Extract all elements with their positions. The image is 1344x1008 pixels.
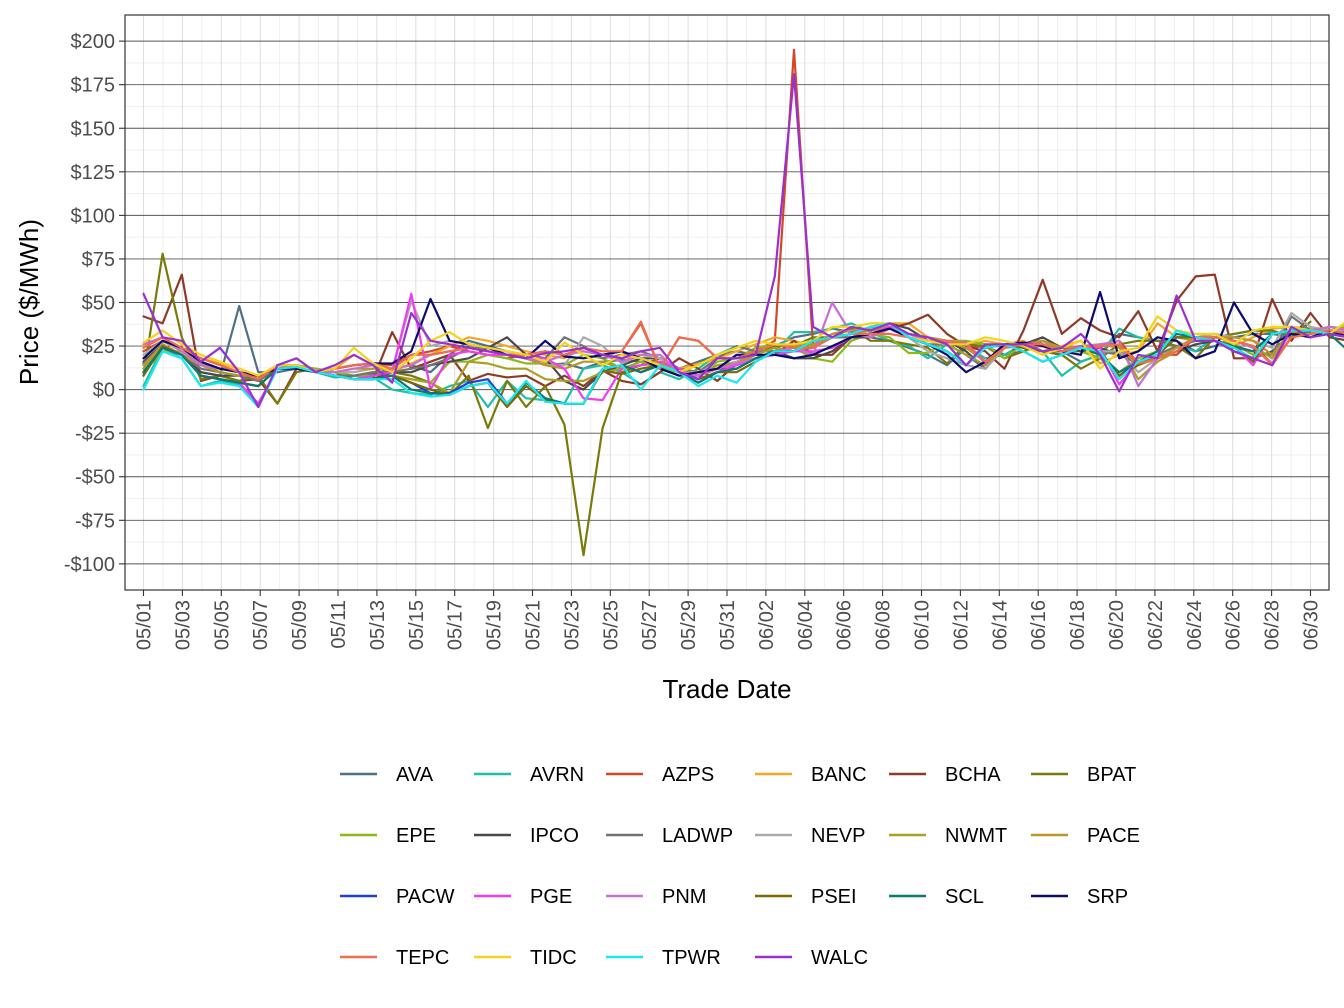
y-tick-label: -$50	[75, 467, 115, 489]
legend: AVA AVRN AZPS BANC BCHA BPAT EPE IPCO LADWP NEVP N…	[340, 764, 1140, 969]
x-tick-label: 05/11	[328, 600, 350, 649]
series-line-tidc	[142, 315, 1344, 377]
x-tick-label: 05/21	[523, 600, 545, 650]
x-tick-label: 06/22	[1145, 600, 1167, 650]
x-tick-label: 06/08	[873, 600, 895, 650]
y-tick-label: $200	[71, 31, 116, 53]
y-tick-label: $75	[82, 249, 115, 271]
legend-label-bcha: BCHA	[945, 764, 1001, 786]
x-tick-label: 06/30	[1301, 600, 1323, 650]
x-tick-label: 05/07	[250, 600, 272, 650]
legend-label-pnm: PNM	[662, 886, 706, 908]
y-tick-label: $125	[71, 162, 116, 184]
x-tick-label: 05/15	[406, 600, 428, 650]
x-tick-label: 06/04	[795, 600, 817, 650]
legend-label-nwmt: NWMT	[945, 825, 1007, 847]
legend-label-ladwp: LADWP	[662, 825, 733, 847]
y-tick-label: $150	[71, 118, 116, 140]
x-tick-label: 05/19	[484, 600, 506, 650]
legend-label-psei: PSEI	[811, 886, 857, 908]
x-tick-label: 05/09	[289, 600, 311, 650]
y-tick-label: $50	[82, 293, 115, 315]
x-tick-label: 06/14	[989, 600, 1011, 650]
legend-label-pace: PACE	[1087, 825, 1140, 847]
y-tick-label: $100	[71, 205, 116, 227]
legend-label-ava: AVA	[396, 764, 434, 786]
legend-label-scl: SCL	[945, 886, 984, 908]
legend-label-walc: WALC	[811, 947, 868, 969]
y-tick-label: -$100	[64, 554, 115, 576]
legend-label-tidc: TIDC	[530, 947, 577, 969]
legend-label-bpat: BPAT	[1087, 764, 1136, 786]
y-tick-label: $0	[93, 380, 115, 402]
x-tick-label: 05/31	[717, 600, 739, 650]
legend-label-epe: EPE	[396, 825, 436, 847]
x-tick-label: 06/02	[756, 600, 778, 650]
x-tick-label: 06/26	[1223, 600, 1245, 650]
x-tick-label: 06/18	[1067, 600, 1089, 650]
y-axis: -$100 -$75 -$50 -$25 $0 $25 $50 $75 $100 $125 $150…	[64, 31, 125, 576]
x-axis-title: Trade Date	[662, 674, 791, 704]
x-tick-label: 05/01	[134, 600, 156, 650]
series-line-tepc	[142, 320, 1344, 381]
x-tick-label: 05/05	[211, 600, 233, 650]
x-tick-label: 06/10	[912, 600, 934, 650]
x-tick-label: 05/03	[172, 600, 194, 650]
x-tick-label: 06/12	[950, 600, 972, 650]
x-tick-label: 06/20	[1106, 600, 1128, 650]
x-tick-label: 05/25	[600, 600, 622, 650]
y-tick-label: -$25	[75, 423, 115, 445]
x-tick-label: 05/29	[678, 600, 700, 650]
legend-label-ipco: IPCO	[530, 825, 579, 847]
x-tick-label: 06/28	[1262, 600, 1284, 650]
y-axis-title: Price ($/MWh)	[14, 219, 44, 385]
legend-label-nevp: NEVP	[811, 825, 865, 847]
x-tick-label: 06/24	[1184, 600, 1206, 650]
legend-label-tpwr: TPWR	[662, 947, 721, 969]
legend-label-pacw: PACW	[396, 886, 455, 908]
legend-label-srp: SRP	[1087, 886, 1128, 908]
legend-label-avrn: AVRN	[530, 764, 584, 786]
x-tick-label: 06/06	[834, 600, 856, 650]
legend-label-azps: AZPS	[662, 764, 714, 786]
x-axis: 05/01 05/03 05/05 05/07 05/09 05/11 05/13 05/15…	[134, 590, 1323, 650]
legend-label-pge: PGE	[530, 886, 572, 908]
series-line-walc	[142, 73, 1344, 409]
x-tick-label: 06/16	[1028, 600, 1050, 650]
x-tick-label: 05/23	[561, 600, 583, 650]
y-tick-label: $25	[82, 336, 115, 358]
x-tick-label: 05/17	[445, 600, 467, 650]
legend-label-banc: BANC	[811, 764, 867, 786]
legend-label-tepc: TEPC	[396, 947, 449, 969]
series-lines	[142, 48, 1344, 557]
x-tick-label: 05/13	[367, 600, 389, 650]
y-tick-label: $175	[71, 75, 116, 97]
series-line-tpwr	[142, 322, 1344, 409]
y-tick-label: -$75	[75, 510, 115, 532]
x-tick-label: 05/27	[639, 600, 661, 650]
